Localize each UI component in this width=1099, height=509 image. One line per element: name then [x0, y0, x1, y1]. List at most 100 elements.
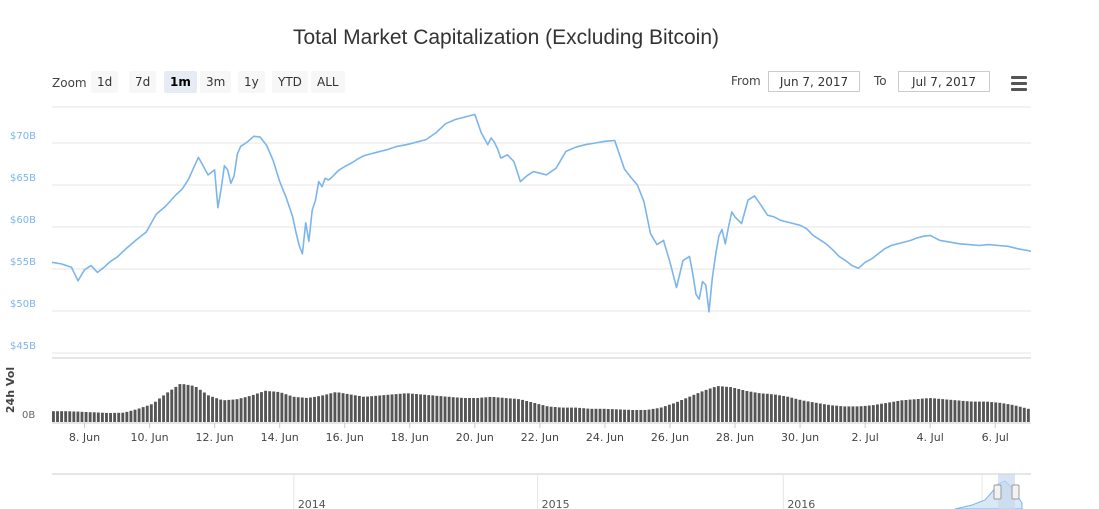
zoom-button-1m[interactable]: 1m	[164, 71, 197, 93]
navigator-selection[interactable]	[998, 474, 1015, 509]
navigator-handle-right[interactable]	[1011, 484, 1020, 500]
volume-bar	[317, 396, 321, 422]
volume-bar	[296, 397, 300, 422]
volume-bar	[696, 393, 700, 422]
volume-bar	[953, 400, 957, 422]
volume-bar	[109, 413, 112, 422]
volume-bar	[614, 409, 618, 422]
volume-bar	[174, 386, 178, 422]
volume-bar	[321, 395, 325, 422]
from-date-input[interactable]: Jun 7, 2017	[768, 71, 860, 92]
zoom-button-ytd[interactable]: YTD	[272, 71, 308, 93]
volume-bar	[806, 401, 810, 422]
volume-bar	[292, 396, 296, 422]
zoom-button-1y[interactable]: 1y	[238, 71, 265, 93]
volume-bar	[378, 395, 382, 422]
x-tick-label: 20. Jun	[456, 431, 494, 444]
volume-bar	[557, 407, 561, 422]
volume-bar	[929, 398, 932, 422]
volume-bar	[459, 397, 463, 422]
volume-bar	[582, 408, 586, 422]
volume-bar	[769, 394, 773, 422]
navigator-year-label: 2016	[787, 498, 815, 509]
volume-bar	[500, 397, 504, 422]
volume-bar	[84, 412, 88, 422]
volume-bar	[508, 398, 512, 422]
volume-bar	[100, 412, 104, 422]
volume-bar	[215, 398, 219, 422]
volume-bar	[680, 400, 684, 422]
volume-bar	[190, 385, 194, 422]
volume-bar	[1018, 406, 1022, 422]
hamburger-menu-icon[interactable]	[1011, 76, 1029, 92]
volume-bar	[574, 407, 578, 422]
volume-bar	[684, 398, 688, 422]
volume-bar	[202, 392, 206, 422]
volume-bar	[667, 404, 671, 422]
volume-bar	[512, 398, 516, 422]
volume-bar	[647, 409, 651, 422]
volume-bar	[578, 407, 582, 422]
volume-bar	[504, 398, 508, 422]
zoom-label: Zoom	[52, 76, 87, 90]
x-tick-label: 26. Jun	[651, 431, 689, 444]
zoom-button-7d[interactable]: 7d	[129, 71, 157, 93]
from-label: From	[731, 74, 761, 88]
volume-bar	[998, 402, 1002, 422]
volume-bar	[129, 410, 133, 422]
volume-bar	[105, 412, 108, 422]
volume-bar	[211, 396, 214, 422]
volume-bar	[737, 389, 741, 422]
volume-bar	[725, 386, 728, 422]
volume-bar	[447, 396, 451, 422]
volume-bar	[304, 397, 308, 422]
volume-bar	[231, 399, 235, 422]
volume-bar	[337, 392, 341, 422]
volume-bar	[655, 408, 659, 422]
to-date-input[interactable]: Jul 7, 2017	[898, 71, 990, 92]
volume-bar	[941, 399, 945, 422]
volume-bar	[443, 396, 447, 422]
volume-bar	[435, 395, 439, 422]
volume-bar	[1006, 404, 1010, 422]
volume-bar	[96, 412, 100, 422]
zoom-button-3m[interactable]: 3m	[200, 71, 232, 93]
zoom-button-1d[interactable]: 1d	[91, 71, 119, 93]
chart-title: Total Market Capitalization (Excluding B…	[292, 26, 720, 49]
y-axis-labels: $45B $50B $55B $60B $65B $70B	[10, 131, 36, 352]
volume-bar	[357, 396, 361, 422]
volume-bar	[247, 396, 251, 422]
volume-bar	[786, 396, 790, 422]
volume-bar	[782, 396, 786, 422]
volume-bar	[859, 406, 863, 422]
volume-bar	[329, 393, 333, 422]
navigator[interactable]: 2014201520162017	[52, 473, 1031, 509]
volume-bar	[924, 398, 928, 422]
volume-bar	[451, 397, 455, 422]
volume-bar	[541, 405, 545, 422]
volume-bar	[590, 408, 594, 422]
volume-bar	[716, 386, 720, 422]
volume-bar	[52, 411, 55, 422]
y-tick-label: $65B	[10, 173, 36, 184]
navigator-handle-left[interactable]	[993, 484, 1002, 500]
y-tick-label: $60B	[10, 215, 36, 226]
volume-bar	[688, 396, 692, 422]
volume-bar	[492, 397, 496, 422]
zoom-button-all[interactable]: ALL	[311, 71, 345, 93]
volume-bar	[602, 408, 606, 422]
volume-bar	[472, 398, 476, 422]
volume-bar	[394, 394, 398, 422]
grid-lines	[52, 106, 1031, 354]
volume-bar	[888, 402, 892, 422]
market-cap-line	[51, 113, 1032, 313]
volume-bar	[741, 390, 745, 422]
volume-bar	[969, 401, 973, 422]
volume-bar	[635, 410, 639, 422]
volume-bar	[561, 407, 565, 422]
volume-bar	[137, 408, 141, 422]
volume-bar	[790, 397, 794, 422]
volume-bar	[827, 404, 830, 422]
volume-bar	[402, 393, 406, 422]
volume-bar	[113, 412, 117, 422]
